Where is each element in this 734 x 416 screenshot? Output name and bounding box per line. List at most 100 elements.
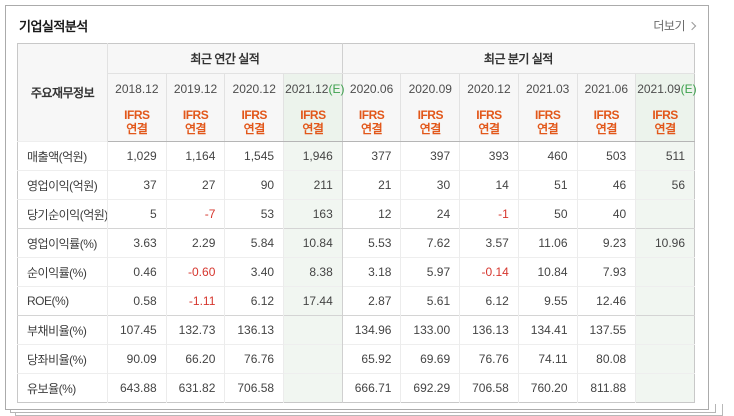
value-cell <box>635 373 695 403</box>
value-cell: 3.63 <box>107 228 167 258</box>
ifrs-header: IFRS 연결 <box>341 103 401 142</box>
value-cell: 90.09 <box>107 344 167 374</box>
ifrs-header: IFRS 연결 <box>576 103 636 142</box>
value-cell: 706.58 <box>224 373 284 403</box>
ifrs-header: IFRS 연결 <box>517 103 577 142</box>
value-cell <box>635 315 695 345</box>
row-label: 영업이익(억원) <box>17 170 108 200</box>
value-cell: 393 <box>459 141 519 171</box>
value-cell: 37 <box>107 170 167 200</box>
value-cell: 811.88 <box>576 373 636 403</box>
quarterly-group-header: 최근 분기 실적 <box>341 43 695 74</box>
ifrs-header: IFRS 연결 <box>400 103 460 142</box>
period-header: 2018.12 <box>107 73 167 103</box>
value-cell: 17.44 <box>283 286 343 316</box>
value-cell: 397 <box>400 141 460 171</box>
value-cell: 6.12 <box>459 286 519 316</box>
value-cell: 2.87 <box>341 286 401 316</box>
value-cell: 211 <box>283 170 343 200</box>
period-label: 2021.06 <box>584 81 629 96</box>
corner-label: 주요재무정보 <box>17 43 108 142</box>
ifrs-header: IFRS 연결 <box>635 103 695 142</box>
table-row: 당기순이익(억원) 5 -7 53 163 12 24 -1 50 40 <box>17 199 695 229</box>
value-cell: 27 <box>165 170 225 200</box>
value-cell: 460 <box>517 141 577 171</box>
value-cell: 14 <box>459 170 519 200</box>
value-cell: 3.57 <box>459 228 519 258</box>
value-cell: 5.97 <box>400 257 460 287</box>
value-cell <box>283 315 343 345</box>
value-cell: 69.69 <box>400 344 460 374</box>
period-label: 2020.12 <box>232 81 276 96</box>
row-label: 순이익률(%) <box>17 257 108 287</box>
ifrs-header: IFRS 연결 <box>165 103 225 142</box>
row-label: 부채비율(%) <box>17 315 108 345</box>
value-cell: 1,029 <box>107 141 167 171</box>
period-header: 2021.03 <box>517 73 577 103</box>
value-cell: 21 <box>341 170 401 200</box>
value-cell: 643.88 <box>107 373 167 403</box>
value-cell: 692.29 <box>400 373 460 403</box>
value-cell: -0.60 <box>165 257 225 287</box>
value-cell: 1,545 <box>224 141 284 171</box>
value-cell <box>635 257 695 287</box>
value-cell: 7.62 <box>400 228 460 258</box>
period-label: 2021.12 <box>285 81 329 96</box>
value-cell: 7.93 <box>576 257 636 287</box>
period-header: 2021.06 <box>576 73 636 103</box>
value-cell: 90 <box>224 170 284 200</box>
row-label: 유보율(%) <box>17 373 108 403</box>
table-row: ROE(%) 0.58 -1.11 6.12 17.44 2.87 5.61 6.12 9.55… <box>17 286 695 316</box>
value-cell: 80.08 <box>576 344 636 374</box>
period-label: 2020.12 <box>467 81 511 96</box>
value-cell: 666.71 <box>341 373 401 403</box>
value-cell: 10.96 <box>635 228 695 258</box>
value-cell: 503 <box>576 141 636 171</box>
estimate-suffix: (E) <box>680 81 697 96</box>
value-cell: 10.84 <box>517 257 577 287</box>
value-cell: 53 <box>224 199 284 229</box>
table-row: 부채비율(%) 107.45 132.73 136.13 134.96 133.00 136… <box>17 315 695 345</box>
more-link[interactable]: 더보기 <box>653 17 697 34</box>
value-cell: 163 <box>283 199 343 229</box>
table-row: 순이익률(%) 0.46 -0.60 3.40 8.38 3.18 5.97 -0.14 10.… <box>17 257 695 287</box>
period-label: 2021.09 <box>637 81 681 96</box>
value-cell: 50 <box>517 199 577 229</box>
table-row: 영업이익률(%) 3.63 2.29 5.84 10.84 5.53 7.62 3.57 11.… <box>17 228 695 258</box>
value-cell: 56 <box>635 170 695 200</box>
value-cell: 12 <box>341 199 401 229</box>
value-cell: 1,946 <box>283 141 343 171</box>
value-cell: 74.11 <box>517 344 577 374</box>
value-cell: 5.84 <box>224 228 284 258</box>
value-cell: -1 <box>459 199 519 229</box>
value-cell: 51 <box>517 170 577 200</box>
ifrs-header: IFRS 연결 <box>459 103 519 142</box>
value-cell: 107.45 <box>107 315 167 345</box>
ifrs-header: IFRS 연결 <box>283 103 343 142</box>
value-cell: 11.06 <box>517 228 577 258</box>
value-cell: 132.73 <box>165 315 225 345</box>
period-header: 2021.09(E) <box>635 73 697 103</box>
value-cell: -7 <box>165 199 225 229</box>
period-label: 2018.12 <box>115 81 159 96</box>
period-header: 2020.12 <box>459 73 519 103</box>
row-label: ROE(%) <box>17 286 108 316</box>
value-cell: 46 <box>576 170 636 200</box>
value-cell: 5 <box>107 199 167 229</box>
period-label: 2021.03 <box>525 81 570 96</box>
financial-table: 주요재무정보 최근 연간 실적 최근 분기 실적 2018.12 2019.12… <box>17 43 697 403</box>
value-cell: 65.92 <box>341 344 401 374</box>
value-cell: 9.23 <box>576 228 636 258</box>
value-cell: 24 <box>400 199 460 229</box>
value-cell: 76.76 <box>224 344 284 374</box>
value-cell: 134.96 <box>341 315 401 345</box>
value-cell: 5.61 <box>400 286 460 316</box>
value-cell: 133.00 <box>400 315 460 345</box>
value-cell: 706.58 <box>459 373 519 403</box>
value-cell <box>635 199 695 229</box>
row-label: 당기순이익(억원) <box>17 199 108 229</box>
value-cell: 134.41 <box>517 315 577 345</box>
performance-panel: 기업실적분석 더보기 주요재무정보 최근 연간 실적 최근 분기 실적 2018… <box>5 5 723 416</box>
value-cell: 1,164 <box>165 141 225 171</box>
table-row: 매출액(억원) 1,029 1,164 1,545 1,946 377 397 393 460 5… <box>17 141 695 171</box>
